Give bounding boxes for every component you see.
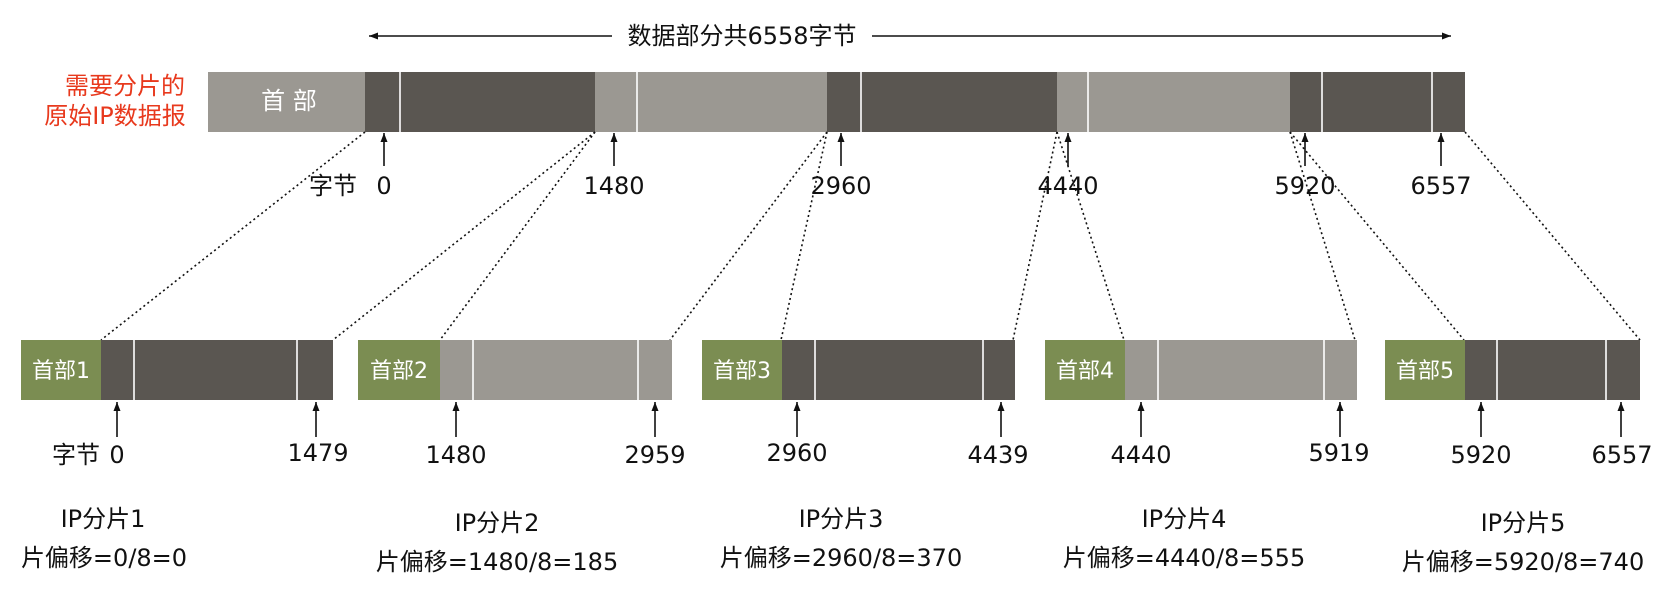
mapping-line bbox=[1012, 131, 1058, 341]
fragment-name: IP分片3 bbox=[799, 505, 884, 533]
fragment-data-block bbox=[1465, 340, 1640, 400]
fragment-header-label: 首部4 bbox=[1056, 359, 1114, 384]
fragment-4: 首部4 4440 5919 IP分片4 片偏移=4440/8=555 bbox=[1045, 340, 1370, 572]
fragment-offset: 片偏移=4440/8=555 bbox=[1063, 544, 1305, 572]
fragment-header-block bbox=[21, 340, 101, 400]
mapping-line bbox=[1464, 131, 1641, 341]
byte-word-label: 字节 bbox=[52, 441, 100, 469]
fragment-data-block bbox=[782, 340, 1015, 400]
byte-marker-label: 6557 bbox=[1410, 172, 1471, 200]
mapping-line bbox=[100, 131, 366, 341]
fragment-header-label: 首部3 bbox=[713, 359, 771, 384]
fragment-data-block bbox=[101, 340, 333, 400]
fragment-offset: 片偏移=0/8=0 bbox=[21, 544, 187, 572]
title-line-1: 需要分片的 bbox=[65, 72, 185, 100]
fragment-start-byte: 4440 bbox=[1110, 441, 1171, 469]
original-datagram-title: 需要分片的 原始IP数据报 bbox=[44, 72, 186, 130]
fragment-header-label: 首部5 bbox=[1396, 359, 1454, 384]
fragment-start-byte: 5920 bbox=[1450, 441, 1511, 469]
fragment-name: IP分片5 bbox=[1481, 509, 1566, 537]
byte-marker-label: 4440 bbox=[1037, 172, 1098, 200]
byte-word-label: 字节 bbox=[309, 172, 357, 200]
fragment-header-block bbox=[1385, 340, 1465, 400]
span-label: 数据部分共6558字节 bbox=[627, 22, 856, 50]
fragment-end-byte: 2959 bbox=[624, 441, 685, 469]
fragment-end-byte: 6557 bbox=[1591, 441, 1652, 469]
fragment-end-byte: 1479 bbox=[287, 439, 348, 467]
original-datagram-bar: 首 部 bbox=[208, 72, 1465, 132]
fragment-header-block bbox=[358, 340, 440, 400]
fragment-data-block bbox=[440, 340, 672, 400]
title-line-2: 原始IP数据报 bbox=[44, 102, 186, 130]
original-byte-markers: 字节 0 1480 2960 4440 5920 6557 bbox=[309, 133, 1472, 200]
fragment-offset: 片偏移=2960/8=370 bbox=[720, 544, 962, 572]
fragment-5: 首部5 5920 6557 IP分片5 片偏移=5920/8=740 bbox=[1385, 340, 1653, 576]
original-data-segment-3 bbox=[827, 72, 1057, 132]
fragment-header-label: 首部1 bbox=[32, 359, 90, 384]
fragment-start-byte: 2960 bbox=[766, 439, 827, 467]
mapping-line bbox=[669, 131, 828, 341]
mapping-line bbox=[332, 131, 596, 341]
fragment-offset: 片偏移=1480/8=185 bbox=[376, 548, 618, 576]
byte-marker-label: 2960 bbox=[810, 172, 871, 200]
fragment-end-byte: 5919 bbox=[1308, 439, 1369, 467]
mapping-line bbox=[780, 131, 828, 341]
fragment-3: 首部3 2960 4439 IP分片3 片偏移=2960/8=370 bbox=[702, 340, 1029, 572]
original-data-segment-5 bbox=[1290, 72, 1465, 132]
fragment-header-block bbox=[702, 340, 782, 400]
fragment-name: IP分片2 bbox=[455, 509, 540, 537]
fragment-name: IP分片4 bbox=[1142, 505, 1227, 533]
original-data-segment-1 bbox=[365, 72, 595, 132]
byte-marker-label: 1480 bbox=[583, 172, 644, 200]
mapping-line bbox=[439, 131, 596, 341]
original-header-label: 首 部 bbox=[261, 87, 317, 115]
fragment-data-block bbox=[1125, 340, 1357, 400]
mapping-line bbox=[1289, 131, 1465, 341]
fragment-header-label: 首部2 bbox=[370, 359, 428, 384]
mapping-lines bbox=[100, 131, 1641, 341]
data-span-indicator: 数据部分共6558字节 bbox=[369, 22, 1451, 50]
byte-marker-label: 0 bbox=[376, 172, 391, 200]
fragment-2: 首部2 1480 2959 IP分片2 片偏移=1480/8=185 bbox=[358, 340, 686, 576]
byte-marker-label: 5920 bbox=[1274, 172, 1335, 200]
fragment-start-byte: 0 bbox=[109, 441, 124, 469]
fragment-end-byte: 4439 bbox=[967, 441, 1028, 469]
fragment-1: 首部1 字节 0 1479 IP分片1 片偏移=0/8=0 bbox=[21, 340, 349, 572]
mapping-line bbox=[1056, 131, 1125, 341]
fragment-header-block bbox=[1045, 340, 1125, 400]
original-data-segment-2 bbox=[595, 72, 827, 132]
mapping-line bbox=[1289, 131, 1356, 341]
original-data-segment-4 bbox=[1057, 72, 1290, 132]
fragment-start-byte: 1480 bbox=[425, 441, 486, 469]
original-header-block bbox=[208, 72, 365, 132]
fragment-offset: 片偏移=5920/8=740 bbox=[1402, 548, 1644, 576]
fragment-name: IP分片1 bbox=[61, 505, 146, 533]
